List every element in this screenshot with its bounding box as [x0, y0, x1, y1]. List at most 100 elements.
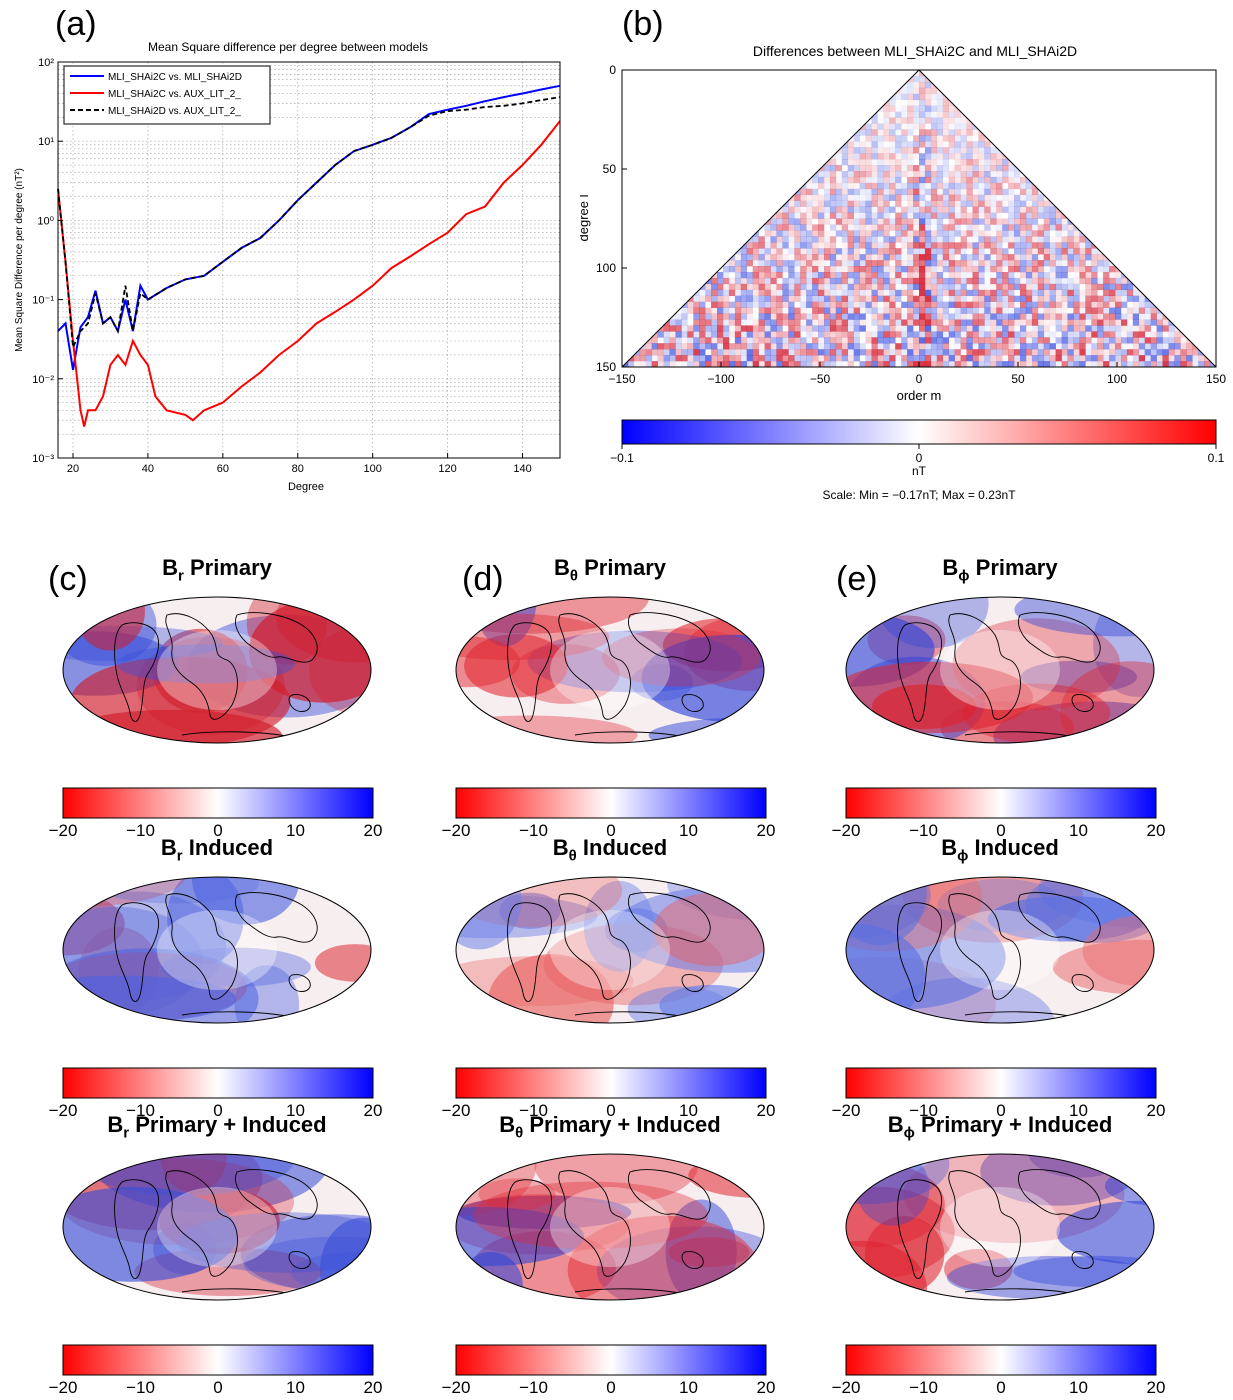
colorbar-tick-label: 20	[1146, 1378, 1166, 1397]
map-title-component: B	[107, 1112, 124, 1137]
map-title: Bθ Primary + Induced	[499, 1112, 720, 1141]
map-title: Bϕ Primary	[942, 555, 1057, 584]
tick-labels: 20 40 60 80 100 120 140 10⁻³ 10⁻² 10⁻¹ 10⁰ 10¹ 10²	[32, 57, 531, 475]
colorbar-tick-label: 10	[286, 1101, 305, 1120]
x-tick-label: 140	[513, 463, 531, 475]
y-tick-label: 150	[596, 360, 616, 374]
map-outline	[455, 1153, 765, 1301]
colorbar	[845, 787, 1157, 819]
coastline	[897, 612, 1101, 738]
world-map	[455, 596, 767, 819]
panel-letter-a: (a)	[55, 5, 97, 43]
coastline	[897, 892, 1101, 1018]
map-title: Bθ Induced	[553, 835, 667, 864]
colorbar-tick-label: 20	[363, 821, 383, 840]
map-outline	[62, 596, 372, 744]
plot-area	[58, 62, 560, 458]
map-title-subscript: θ	[515, 1124, 524, 1142]
coastline	[114, 1169, 318, 1295]
colorbar-tick-label: 0	[213, 1101, 223, 1120]
colorbar-tick-label: −20	[48, 821, 78, 840]
map-outline	[62, 876, 372, 1024]
map-title-row: Induced	[582, 835, 668, 860]
y-tick-label: 10²	[38, 57, 54, 69]
series-group	[57, 84, 561, 427]
colorbar-tick-label: 20	[756, 1378, 776, 1397]
colorbar-tick-label: −10	[126, 821, 155, 840]
x-tick-label: 150	[1206, 372, 1226, 386]
colorbar	[455, 787, 767, 819]
legend: MLI_SHAi2C vs. MLI_SHAi2D MLI_SHAi2C vs. …	[63, 65, 271, 125]
x-tick-label: −50	[810, 372, 831, 386]
x-axis-label: Degree	[288, 481, 324, 493]
colorbar	[455, 1344, 767, 1376]
map-title-row: Primary + Induced	[135, 1112, 327, 1137]
map-title-component: B	[941, 835, 958, 860]
y-tick-label: 0	[609, 63, 616, 77]
colorbar-tick-label: −20	[831, 1101, 861, 1120]
y-tick-label: 10⁰	[37, 215, 54, 227]
colorbar-tick-label: 20	[756, 1101, 776, 1120]
colorbar-tick-label: 0	[213, 821, 223, 840]
map-title: Bθ Primary	[554, 555, 666, 584]
chart-title: Differences between MLI_SHAi2C and MLI_S…	[753, 43, 1077, 59]
map-title-component: B	[162, 555, 178, 580]
map-outline	[455, 876, 765, 1024]
map-outline	[455, 596, 765, 744]
colorbar-ticks: −0.1 0 0.1	[610, 444, 1225, 465]
colorbar-tick-label: −20	[48, 1378, 78, 1397]
map-title-subscript: ϕ	[903, 1124, 915, 1142]
map-outline	[845, 876, 1155, 1024]
map-title-row: Primary + Induced	[920, 1112, 1113, 1137]
colorbar-tick-label: 10	[1069, 1378, 1088, 1397]
map-title-subscript: ϕ	[957, 847, 969, 865]
colorbar-tick-label: 0	[606, 1378, 616, 1397]
world-map	[845, 876, 1157, 1099]
colorbar-tick-label: 10	[1069, 821, 1088, 840]
colorbar-tick-label: −10	[126, 1101, 155, 1120]
colorbar-tick-label: 0	[606, 1101, 616, 1120]
map-outline	[845, 596, 1155, 744]
colorbar-tick-label: −10	[519, 1101, 548, 1120]
map-title-component: B	[160, 835, 177, 860]
colorbar-tick-label: 0	[996, 1378, 1006, 1397]
series-line-2	[57, 120, 561, 427]
colorbar-tick-label: −10	[519, 821, 548, 840]
colorbar-tick-label: 10	[679, 1378, 698, 1397]
map-title-subscript: θ	[568, 847, 577, 865]
map-outline	[845, 1153, 1155, 1301]
map-title-component: B	[942, 555, 959, 580]
colorbar-tick-label: 10	[286, 1378, 305, 1397]
map-title-subscript: r	[176, 847, 183, 865]
colorbar-note: Scale: Min = −0.17nT; Max = 0.23nT	[822, 488, 1016, 502]
coastline	[897, 1169, 1101, 1295]
colorbar-tick-label: −10	[126, 1378, 155, 1397]
colorbar-tick-label: −10	[519, 1378, 548, 1397]
panel-letter-d: (d)	[462, 560, 504, 598]
map-title: Bϕ Primary + Induced	[888, 1112, 1113, 1141]
x-tick-label: 60	[217, 463, 229, 475]
x-axis-label: order m	[897, 388, 942, 403]
colorbar-tick-label: 20	[363, 1101, 383, 1120]
x-tick-label: 120	[438, 463, 456, 475]
colorbar	[621, 419, 1217, 445]
world-map	[62, 876, 374, 1099]
colorbar-tick-label: −20	[441, 1101, 471, 1120]
colorbar-tick-label: 20	[1146, 821, 1166, 840]
colorbar-tick-label: 10	[679, 821, 698, 840]
coastline	[507, 1169, 711, 1295]
colorbar-tick-label: 20	[1146, 1101, 1166, 1120]
chart-title: Mean Square difference per degree betwee…	[148, 40, 428, 54]
x-tick-label: 0	[916, 372, 923, 386]
coastline	[114, 612, 318, 738]
world-map	[845, 1153, 1157, 1376]
tick-labels: −150 −100 −50 0 50 100 150 0 50 100 150	[596, 63, 1226, 386]
y-tick-label: 50	[603, 162, 617, 176]
colorbar	[455, 1067, 767, 1099]
map-title: Br Primary	[162, 555, 272, 584]
map-title: Br Induced	[161, 835, 273, 864]
legend-label: MLI_SHAi2C vs. MLI_SHAi2D	[108, 72, 242, 83]
map-title: Bϕ Induced	[941, 835, 1059, 864]
colorbar	[62, 1344, 374, 1376]
colorbar	[845, 1067, 1157, 1099]
